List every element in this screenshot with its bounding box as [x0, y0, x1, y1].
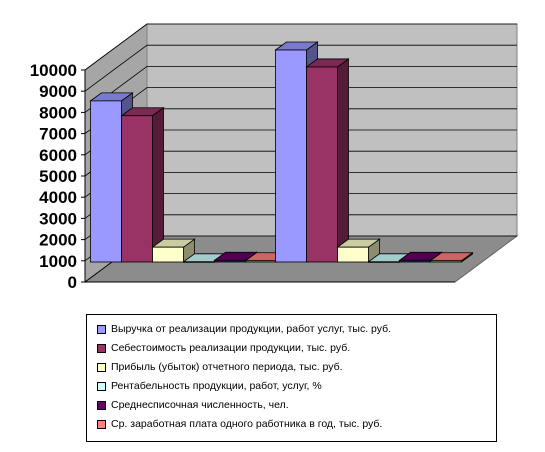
legend-swatch: [97, 324, 106, 334]
bar-front: [152, 246, 184, 263]
bar-side: [337, 58, 349, 263]
y-tick-label: 0: [68, 273, 77, 292]
y-tick-label: 2000: [39, 231, 77, 250]
y-tick-label: 5000: [39, 167, 77, 186]
bar-front: [337, 246, 369, 263]
bar-front: [90, 100, 122, 263]
legend-label: Прибыль (убыток) отчетного периода, тыс.…: [111, 361, 343, 373]
bar-front: [275, 49, 307, 263]
bar-front: [430, 260, 462, 263]
legend-item: Выручка от реализации продукции, работ у…: [97, 321, 391, 337]
legend-item: Ср. заработная плата одного работника в …: [97, 416, 382, 432]
y-tick-label: 9000: [39, 82, 77, 101]
bar-side: [152, 106, 164, 263]
legend-label: Себестоимость реализации продукции, тыс.…: [111, 342, 351, 354]
gridline-side: [84, 23, 148, 71]
bar: [305, 58, 350, 263]
bar-front: [121, 115, 153, 263]
bar-front: [306, 66, 338, 263]
y-tick-label: 6000: [39, 146, 77, 165]
legend-item: Среднесписочная численность, чел.: [97, 397, 289, 413]
y-tick-label: 4000: [39, 188, 77, 207]
legend-swatch: [97, 419, 106, 429]
legend-label: Выручка от реализации продукции, работ у…: [111, 323, 392, 335]
legend-swatch: [97, 400, 106, 410]
y-tick-label: 3000: [39, 209, 77, 228]
bar-front: [214, 259, 246, 263]
legend-item: Рентабельность продукции, работ, услуг, …: [97, 378, 322, 394]
y-axis-ticks: 0 1000 2000 3000 4000 5000 6000 7000 8000 9000 100…: [30, 61, 77, 292]
bar: [336, 238, 381, 263]
y-tick-label: 7000: [39, 125, 77, 144]
bar-front: [368, 261, 400, 263]
legend: Выручка от реализации продукции, работ у…: [86, 314, 497, 442]
legend-item: Прибыль (убыток) отчетного периода, тыс.…: [97, 359, 343, 375]
bar-front: [183, 261, 215, 263]
y-tick-label: 1000: [39, 252, 77, 271]
bar: [151, 238, 196, 263]
bar-front: [245, 260, 277, 263]
legend-label: Рентабельность продукции, работ, услуг, …: [111, 380, 322, 392]
bar: [120, 106, 165, 263]
bars: [89, 41, 474, 263]
bar: [429, 251, 474, 263]
legend-item: Себестоимость реализации продукции, тыс.…: [97, 340, 350, 356]
bar-front: [399, 259, 431, 263]
gridline-side: [84, 44, 148, 92]
y-tick-label: 10000: [30, 61, 77, 80]
legend-label: Ср. заработная плата одного работника в …: [111, 418, 383, 430]
y-tick-label: 8000: [39, 103, 77, 122]
legend-swatch: [97, 343, 106, 353]
legend-swatch: [97, 381, 106, 391]
legend-swatch: [97, 362, 106, 372]
legend-label: Среднесписочная численность, чел.: [111, 399, 289, 411]
